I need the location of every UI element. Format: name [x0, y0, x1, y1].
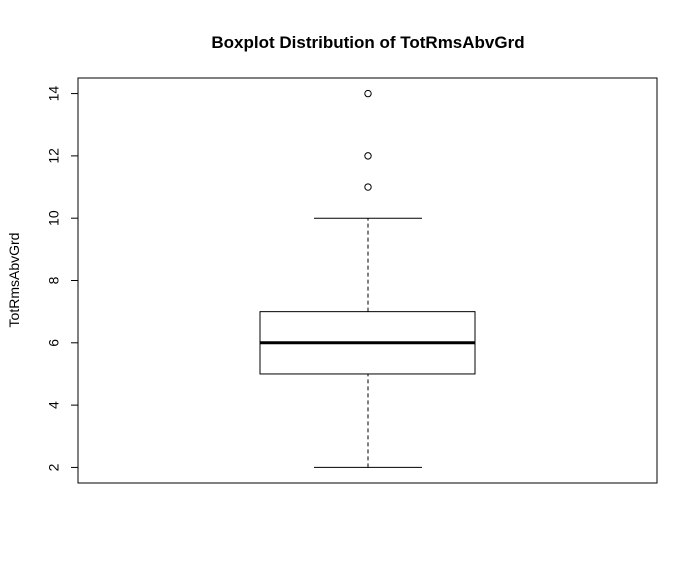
outlier-point — [364, 183, 372, 191]
y-tick-label: 6 — [46, 339, 62, 347]
outlier-point — [364, 89, 372, 98]
boxplot-group — [259, 89, 476, 468]
outlier-point — [364, 152, 372, 160]
y-tick-label: 14 — [46, 86, 62, 102]
y-tick-label: 8 — [46, 276, 62, 284]
y-tick-label: 2 — [46, 463, 62, 471]
chart-title: Boxplot Distribution of TotRmsAbvGrd — [211, 33, 524, 52]
y-tick-label: 10 — [46, 210, 62, 226]
y-tick-label: 12 — [46, 148, 62, 164]
y-tick-label: 4 — [46, 401, 62, 409]
y-axis-label: TotRmsAbvGrd — [6, 233, 22, 328]
y-axis-ticks: 2 4 6 8 10 12 14 — [46, 86, 78, 471]
